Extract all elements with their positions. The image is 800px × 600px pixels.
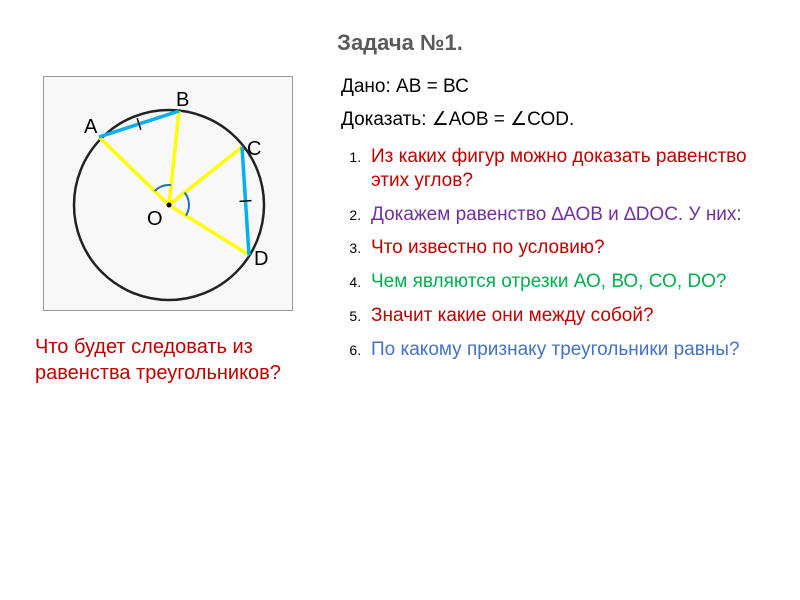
svg-text:O: O — [147, 208, 163, 230]
svg-text:B: B — [176, 89, 189, 111]
given-statement: Дано: АВ = ВС — [335, 76, 765, 98]
geometry-diagram: A B C D O — [43, 76, 293, 311]
proof-step-2: Докажем равенство ∆АОВ и ∆DОС. У них: — [365, 203, 765, 227]
proof-step-6: По какому признаку треугольники равны? — [365, 338, 765, 362]
proof-step-5: Значит какие они между собой? — [365, 304, 765, 328]
svg-text:A: A — [84, 116, 98, 138]
proof-step-1: Из каких фигур можно доказать равенство … — [365, 145, 765, 193]
svg-text:D: D — [254, 248, 268, 270]
problem-title: Задача №1. — [35, 30, 765, 56]
followup-question: Что будет следовать из равенства треугол… — [35, 334, 315, 386]
proof-steps-list: Из каких фигур можно доказать равенство … — [335, 145, 765, 361]
prove-statement: Доказать: ∠АОВ = ∠СОD. — [335, 108, 765, 131]
proof-step-4: Чем являются отрезки АО, ВО, СО, DО? — [365, 270, 765, 294]
svg-text:C: C — [247, 138, 261, 160]
proof-step-3: Что известно по условию? — [365, 236, 765, 260]
